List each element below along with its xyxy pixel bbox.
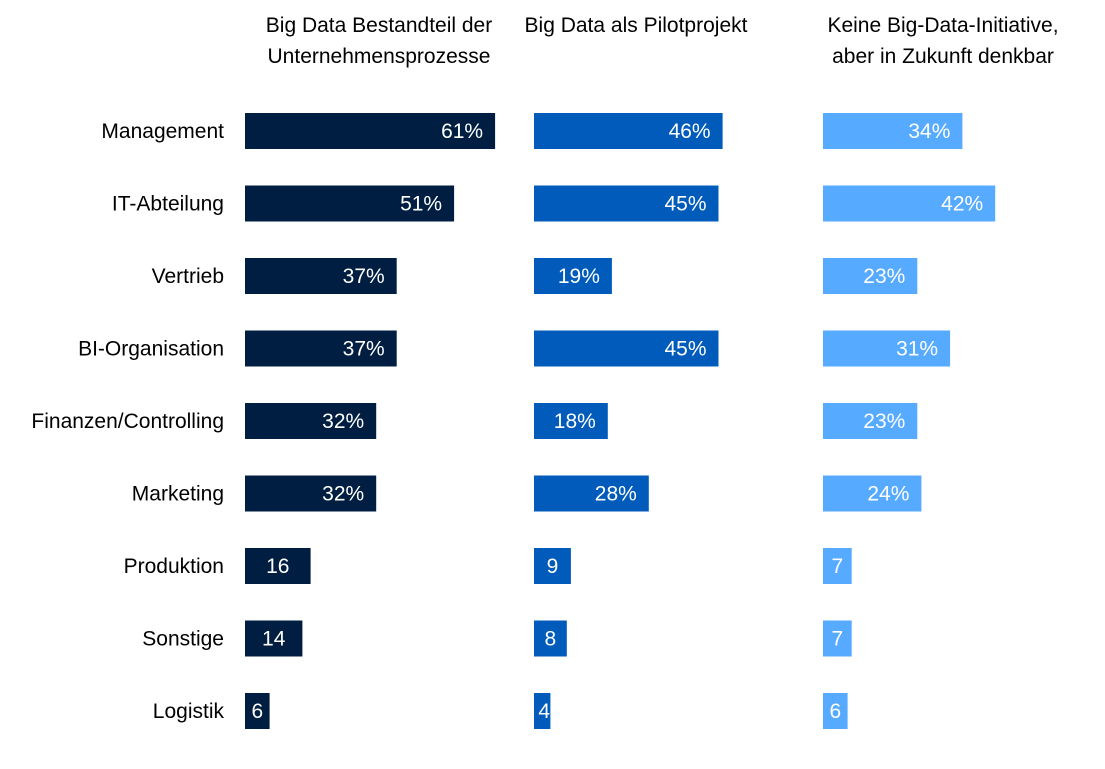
data-label: 19% <box>558 265 600 288</box>
category-label: Finanzen/Controlling <box>31 410 224 433</box>
data-label: 7 <box>832 555 844 578</box>
category-label: Sonstige <box>142 628 224 651</box>
bar <box>534 403 608 439</box>
data-label: 61% <box>441 120 483 143</box>
data-label: 24% <box>867 483 909 506</box>
bar <box>245 185 455 222</box>
bar <box>534 475 649 512</box>
bar <box>245 258 397 294</box>
series-title: Unternehmensprozesse <box>268 45 491 68</box>
bar <box>245 403 377 439</box>
data-label: 45% <box>664 193 706 216</box>
data-label: 6 <box>829 700 841 723</box>
category-label: Marketing <box>132 483 224 506</box>
data-label: 23% <box>863 410 905 433</box>
bar <box>534 693 551 729</box>
series-title: aber in Zukunft denkbar <box>832 45 1054 68</box>
data-label: 45% <box>664 338 706 361</box>
data-label: 14 <box>262 628 286 651</box>
bar <box>534 620 567 657</box>
data-label: 46% <box>669 120 711 143</box>
series-title: Keine Big-Data-Initiative, <box>827 14 1058 37</box>
bar <box>823 403 918 439</box>
data-label: 34% <box>908 120 950 143</box>
bar <box>245 330 397 367</box>
bar <box>823 185 996 222</box>
data-label: 32% <box>322 410 364 433</box>
bar <box>534 330 719 367</box>
data-label: 23% <box>863 265 905 288</box>
bar <box>245 475 377 512</box>
category-label: Vertrieb <box>152 265 224 288</box>
data-label: 6 <box>251 700 263 723</box>
data-label: 9 <box>547 555 559 578</box>
bar <box>823 330 951 367</box>
bar <box>823 258 918 294</box>
bar <box>534 185 719 222</box>
bar <box>823 113 963 149</box>
data-label: 16 <box>266 555 289 578</box>
data-label: 51% <box>400 193 442 216</box>
category-label: Management <box>101 120 224 143</box>
data-label: 37% <box>343 338 385 361</box>
bar <box>245 620 303 657</box>
series-title: Big Data als Pilotprojekt <box>525 14 748 37</box>
category-label: IT-Abteilung <box>112 193 224 216</box>
category-label: Logistik <box>153 700 225 723</box>
bar <box>534 258 612 294</box>
bar <box>245 548 311 584</box>
data-label: 31% <box>896 338 938 361</box>
data-label: 32% <box>322 483 364 506</box>
bar <box>823 548 852 584</box>
data-label: 8 <box>545 628 557 651</box>
bar <box>823 693 848 729</box>
category-label: BI-Organisation <box>78 338 224 361</box>
data-label: 37% <box>343 265 385 288</box>
data-label: 28% <box>595 483 637 506</box>
data-label: 7 <box>832 628 844 651</box>
bar <box>245 693 270 729</box>
bar <box>823 475 922 512</box>
data-label: 18% <box>554 410 596 433</box>
series-title: Big Data Bestandteil der <box>266 14 492 37</box>
bar <box>823 620 852 657</box>
data-label: 4 <box>538 700 550 723</box>
bar <box>534 548 571 584</box>
data-label: 42% <box>941 193 983 216</box>
bar <box>534 113 723 149</box>
category-label: Produktion <box>124 555 224 578</box>
bar <box>245 113 496 149</box>
